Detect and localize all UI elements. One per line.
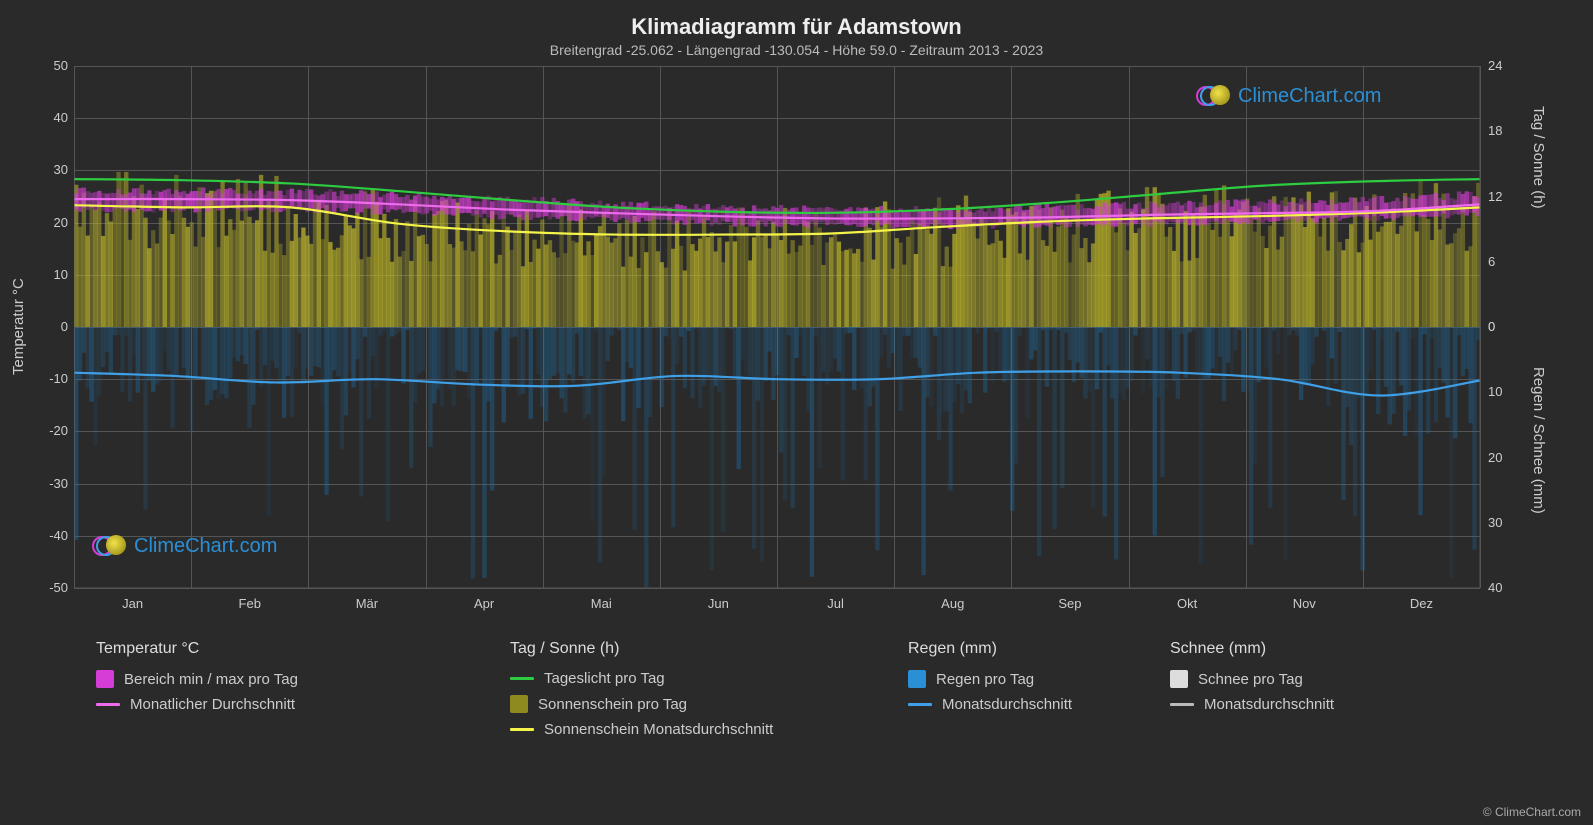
month-label: Apr (464, 596, 504, 611)
legend-item: Schnee pro Tag (1170, 670, 1334, 688)
legend-item: Regen pro Tag (908, 670, 1072, 688)
legend-item: Monatlicher Durchschnitt (96, 696, 298, 713)
temp-range-band (74, 188, 1480, 230)
month-label: Jul (816, 596, 856, 611)
y-axis-right-bottom-label: Regen / Schnee (mm) (1530, 367, 1547, 514)
watermark-logo-icon (1196, 84, 1232, 108)
left-tick: 30 (40, 162, 68, 177)
watermark-text: ClimeChart.com (134, 535, 277, 558)
month-label: Dez (1401, 596, 1441, 611)
legend-swatch-icon (96, 670, 114, 688)
legend-swatch-icon (908, 670, 926, 688)
legend-label: Regen pro Tag (936, 671, 1034, 688)
chart-subtitle: Breitengrad -25.062 - Längengrad -130.05… (0, 42, 1593, 58)
watermark: ClimeChart.com (1196, 84, 1381, 108)
y-axis-left-label: Temperatur °C (10, 267, 27, 387)
right-top-tick: 24 (1488, 58, 1502, 73)
left-tick: 50 (40, 58, 68, 73)
legend-item: Bereich min / max pro Tag (96, 670, 298, 688)
legend-group: Tag / Sonne (h) Tageslicht pro Tag Sonnens… (510, 640, 773, 738)
legend-item: Sonnenschein Monatsdurchschnitt (510, 721, 773, 738)
legend-label: Bereich min / max pro Tag (124, 671, 298, 688)
plot-area (74, 66, 1480, 588)
right-top-tick: 6 (1488, 254, 1495, 269)
month-label: Aug (933, 596, 973, 611)
legend-line-icon (96, 703, 120, 706)
month-label: Nov (1284, 596, 1324, 611)
left-tick: 0 (40, 319, 68, 334)
legend-line-icon (908, 703, 932, 706)
legend-title: Regen (mm) (908, 640, 1072, 658)
legend-item: Tageslicht pro Tag (510, 670, 773, 687)
legend-label: Sonnenschein pro Tag (538, 696, 687, 713)
copyright-text: © ClimeChart.com (1483, 805, 1581, 819)
y-axis-right-top-label: Tag / Sonne (h) (1530, 106, 1547, 209)
climate-chart: Klimadiagramm für Adamstown Breitengrad … (0, 0, 1593, 825)
legend-label: Monatsdurchschnitt (942, 696, 1072, 713)
legend-group: Regen (mm) Regen pro Tag Monatsdurchschnit… (908, 640, 1072, 713)
left-tick: -20 (40, 423, 68, 438)
legend-label: Monatsdurchschnitt (1204, 696, 1334, 713)
legend-label: Schnee pro Tag (1198, 671, 1303, 688)
left-tick: -50 (40, 580, 68, 595)
left-tick: 10 (40, 267, 68, 282)
legend-line-icon (1170, 703, 1194, 706)
chart-svg (74, 66, 1480, 588)
legend-swatch-icon (1170, 670, 1188, 688)
legend-label: Tageslicht pro Tag (544, 670, 665, 687)
month-label: Okt (1167, 596, 1207, 611)
right-top-tick: 12 (1488, 189, 1502, 204)
left-tick: -10 (40, 371, 68, 386)
right-bottom-tick: 30 (1488, 515, 1502, 530)
legend-line-icon (510, 728, 534, 731)
legend-title: Schnee (mm) (1170, 640, 1334, 658)
right-top-tick: 18 (1488, 123, 1502, 138)
legend-label: Monatlicher Durchschnitt (130, 696, 295, 713)
legend-title: Tag / Sonne (h) (510, 640, 773, 658)
chart-title: Klimadiagramm für Adamstown (0, 14, 1593, 40)
right-bottom-tick: 40 (1488, 580, 1502, 595)
left-tick: -30 (40, 476, 68, 491)
month-label: Jun (698, 596, 738, 611)
legend-item: Monatsdurchschnitt (908, 696, 1072, 713)
legend-label: Sonnenschein Monatsdurchschnitt (544, 721, 773, 738)
legend-group: Temperatur °C Bereich min / max pro Tag Mo… (96, 640, 298, 713)
legend-item: Monatsdurchschnitt (1170, 696, 1334, 713)
month-label: Sep (1050, 596, 1090, 611)
watermark-text: ClimeChart.com (1238, 85, 1381, 108)
left-tick: 40 (40, 110, 68, 125)
rain-daily-fill (74, 327, 1480, 587)
month-label: Jan (113, 596, 153, 611)
watermark-logo-icon (92, 534, 128, 558)
legend-line-icon (510, 677, 534, 680)
legend-swatch-icon (510, 695, 528, 713)
left-tick: 20 (40, 215, 68, 230)
left-tick: -40 (40, 528, 68, 543)
right-bottom-tick: 10 (1488, 384, 1502, 399)
right-bottom-tick: 20 (1488, 450, 1502, 465)
legend-item: Sonnenschein pro Tag (510, 695, 773, 713)
watermark: ClimeChart.com (92, 534, 277, 558)
right-bottom-tick: 0 (1488, 319, 1495, 334)
legend-group: Schnee (mm) Schnee pro Tag Monatsdurchschn… (1170, 640, 1334, 713)
month-label: Mai (581, 596, 621, 611)
month-label: Mär (347, 596, 387, 611)
legend-title: Temperatur °C (96, 640, 298, 658)
month-label: Feb (230, 596, 270, 611)
